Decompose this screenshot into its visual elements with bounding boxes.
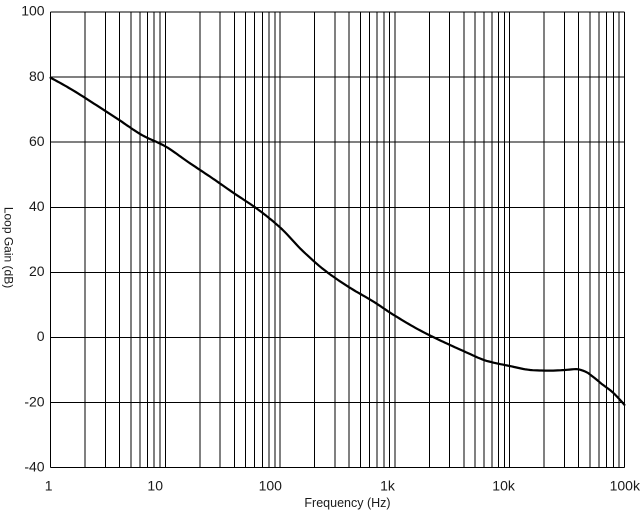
svg-text:100: 100 <box>259 478 283 494</box>
svg-text:1k: 1k <box>380 478 396 494</box>
svg-text:10: 10 <box>147 478 163 494</box>
svg-text:Loop Gain (dB): Loop Gain (dB) <box>2 207 16 288</box>
svg-text:0: 0 <box>37 328 45 344</box>
svg-text:-20: -20 <box>24 393 44 409</box>
svg-text:40: 40 <box>29 198 45 214</box>
svg-text:1: 1 <box>45 478 53 494</box>
svg-text:100: 100 <box>21 3 45 19</box>
svg-text:60: 60 <box>29 133 45 149</box>
svg-text:100k: 100k <box>610 478 641 494</box>
svg-text:80: 80 <box>29 68 45 84</box>
svg-text:Frequency (Hz): Frequency (Hz) <box>304 496 390 510</box>
svg-text:20: 20 <box>29 263 45 279</box>
svg-text:10k: 10k <box>492 478 516 494</box>
svg-text:-40: -40 <box>24 458 44 474</box>
